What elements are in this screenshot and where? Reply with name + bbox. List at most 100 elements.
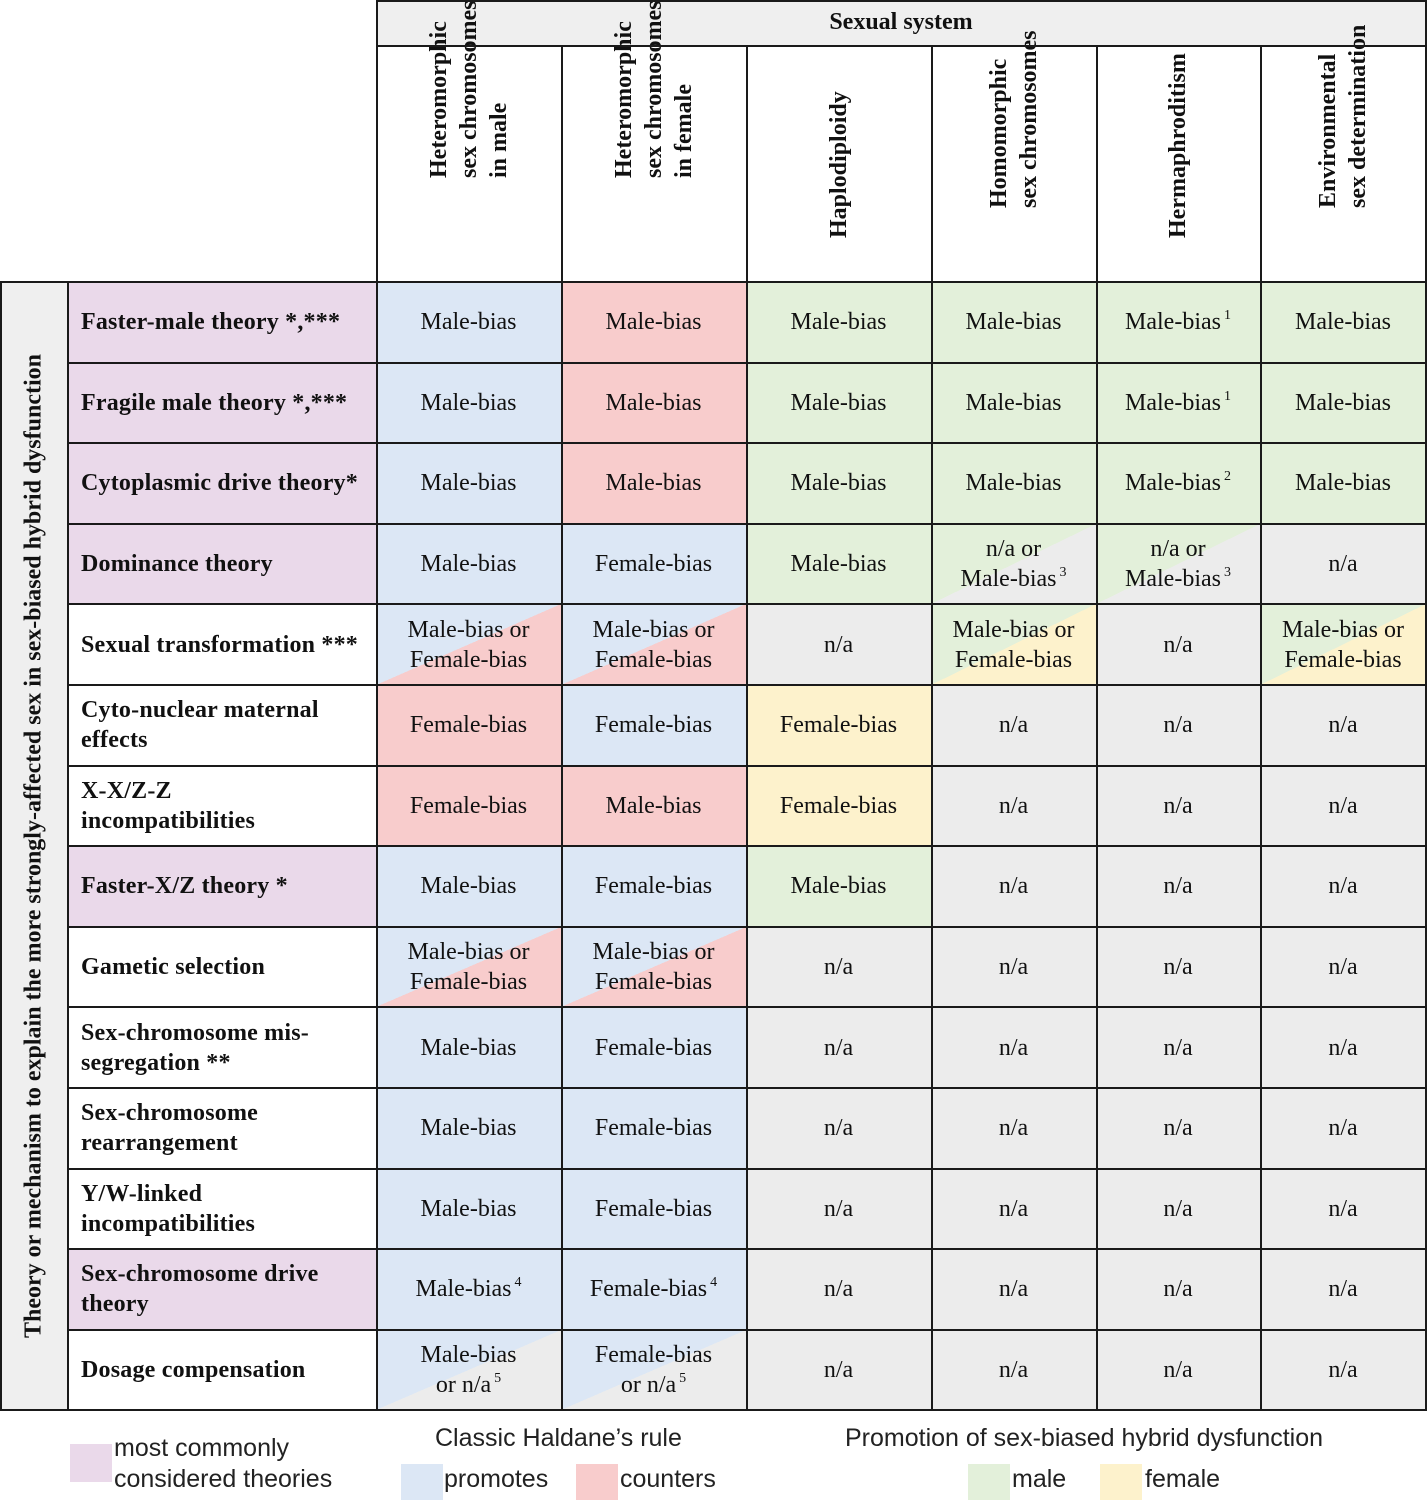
table-cell: Male-bias [1260, 443, 1426, 524]
table-cell: n/a [931, 1088, 1096, 1169]
promotion-legend-title: Promotion of sex-biased hybrid dysfuncti… [845, 1424, 1324, 1452]
cell-text: n/a [823, 1276, 854, 1303]
cell-text: n/a [1328, 792, 1358, 819]
table-cell: n/a [1260, 1007, 1426, 1088]
cell-text: n/a [1328, 873, 1358, 900]
table-cell: Male-bias [376, 1168, 561, 1250]
table-cell: Male-bias 1 [1096, 362, 1260, 444]
cell-text: Male-bias [965, 470, 1062, 497]
table-cell: n/a [1096, 604, 1260, 685]
row-label-text: X-X/Z-Z incompatibilities [81, 777, 256, 834]
cell-text: n/a [823, 1034, 854, 1061]
promotes-swatch [401, 1464, 443, 1500]
table-cell: Female-bias [561, 846, 746, 927]
table-cell: n/a [1096, 1168, 1260, 1250]
row-label-text: Dominance theory [81, 551, 273, 578]
table-cell: Female-bias [561, 1007, 746, 1088]
grid-line-v [746, 45, 748, 1411]
table-cell: n/a [1096, 926, 1260, 1008]
female-swatch [1100, 1464, 1142, 1500]
row-label-text: Cyto-nuclear maternal effects [81, 697, 319, 754]
table-cell: n/a [931, 1168, 1096, 1250]
cell-text: n/a [998, 873, 1029, 900]
table-cell: Male-bias [746, 523, 931, 605]
cell-text: Male-bias [420, 1115, 517, 1142]
table-cell: n/a [1096, 1329, 1260, 1411]
row-label-faster-male-theory: Faster-male theory *,*** [67, 282, 376, 363]
cell-text: Male-bias or Female-bias [592, 616, 715, 673]
table-cell: n/a [1260, 1168, 1426, 1250]
highlight-legend-label: most commonly considered theories [114, 1434, 333, 1493]
table-cell: Male-bias [1260, 362, 1426, 444]
table-cell: Male-bias or Female-bias [561, 926, 746, 1008]
cell-text: n/a [1328, 1357, 1358, 1384]
cell-text: Female-bias [594, 873, 713, 900]
cell-text: Male-bias [965, 389, 1062, 416]
cell-text: n/a [823, 1195, 854, 1222]
table-cell: n/a [746, 1249, 931, 1330]
grid-line-v [0, 282, 2, 1411]
table-cell: n/a [1260, 846, 1426, 927]
cell-text: Female-bias [594, 1115, 713, 1142]
cell-text: n/a [1328, 712, 1358, 739]
column-header-text: Haplodiploidy [825, 91, 852, 238]
grid-line-v [561, 45, 563, 1411]
column-header-haplodiploidy: Haplodiploidy [746, 45, 931, 282]
grid-line-v [376, 0, 378, 1411]
counters-legend-label: counters [620, 1465, 716, 1493]
cell-text: n/a [998, 1357, 1029, 1384]
haldane-legend-title: Classic Haldane’s rule [435, 1424, 682, 1452]
grid-line-v [1425, 0, 1427, 1411]
cell-text: Male-bias [420, 873, 517, 900]
table-cell: n/a [1096, 685, 1260, 766]
male-legend-label: male [1012, 1465, 1067, 1493]
cell-text: Male-bias [965, 309, 1062, 336]
row-label-sexual-transformation: Sexual transformation *** [67, 604, 376, 685]
cell-text: n/a [998, 954, 1029, 981]
cell-text: Male-bias [420, 389, 517, 416]
row-label-text: Faster-X/Z theory * [81, 873, 288, 900]
row-label-text: Sex-chromosome mis- segregation ** [81, 1019, 309, 1076]
grid-line-v [67, 282, 69, 1411]
cell-text: Male-bias [1125, 470, 1221, 497]
table-cell: n/a [746, 604, 931, 685]
cell-text: n/a [823, 631, 854, 658]
table-cell: Male-bias [376, 362, 561, 444]
row-label-text: Sex-chromosome rearrangement [81, 1100, 258, 1157]
column-header-heteromorphic-sex-chromosomes-in-male: Heteromorphic sex chromosomes in male [376, 0, 561, 282]
cell-text: Male-bias [790, 873, 887, 900]
table-cell: n/a [1260, 765, 1426, 847]
table-cell: Male-bias or Female-bias [931, 604, 1096, 685]
column-header-text: Heteromorphic sex chromosomes in female [610, 0, 697, 178]
row-label-y-w-linked-incompatibilities: Y/W-linked incompatibilities [67, 1168, 376, 1250]
table-cell: Female-bias [746, 685, 931, 766]
table-cell: Female-bias or n/a 5 [561, 1329, 746, 1411]
table-cell: Male-bias [746, 846, 931, 927]
table-cell: Male-bias or Female-bias [1260, 604, 1426, 685]
table-cell: Male-bias 2 [1096, 443, 1260, 524]
cell-text: Male-bias [420, 551, 517, 578]
cell-text: n/a [823, 954, 854, 981]
table-cell: n/a [746, 926, 931, 1008]
table-cell: Female-bias [561, 1088, 746, 1169]
cell-text: Male-bias [420, 470, 517, 497]
table-cell: Male-bias [931, 282, 1096, 363]
cell-text: Male-bias [790, 470, 887, 497]
row-label-gametic-selection: Gametic selection [67, 926, 376, 1008]
side-title: Theory or mechanism to explain the more … [0, 282, 67, 1411]
row-label-x-x-z-z-incompatibilities: X-X/Z-Z incompatibilities [67, 765, 376, 847]
row-label-text: Gametic selection [81, 954, 265, 981]
table-cell: Male-bias [376, 282, 561, 363]
cell-text: n/a [1163, 1357, 1193, 1384]
table-cell: Female-bias [376, 765, 561, 847]
footnote-marker: 2 [1223, 469, 1231, 485]
table-cell: n/a [931, 926, 1096, 1008]
cell-text: Male-bias [1295, 309, 1391, 336]
footnote-marker: 3 [1059, 565, 1067, 581]
table-cell: Male-bias [376, 1088, 561, 1169]
promotes-legend-label: promotes [444, 1465, 549, 1493]
grid-line-h [0, 281, 1427, 283]
row-label-dosage-compensation: Dosage compensation [67, 1329, 376, 1411]
cell-text: Male-bias [790, 551, 887, 578]
cell-text: n/a [1328, 1276, 1358, 1303]
